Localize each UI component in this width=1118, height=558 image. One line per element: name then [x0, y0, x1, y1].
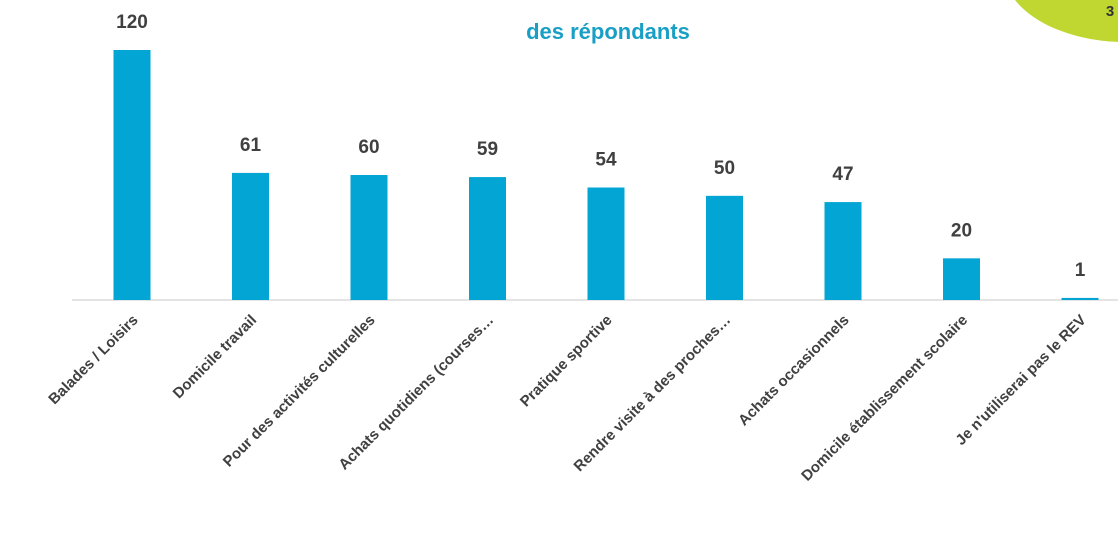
bar: [350, 175, 388, 300]
bar: [587, 187, 625, 300]
value-label: 61: [240, 135, 262, 156]
value-label: 54: [595, 150, 617, 171]
value-label: 120: [116, 12, 148, 33]
value-label: 60: [358, 137, 379, 158]
value-label: 47: [832, 164, 853, 185]
page-number: 3: [1106, 3, 1114, 20]
x-tick-label: Balades / Loisirs: [45, 312, 141, 408]
value-label: 20: [951, 220, 972, 241]
x-tick-label: Pratique sportive: [517, 312, 616, 411]
value-label: 50: [714, 158, 735, 179]
chart-title: des répondants: [526, 19, 690, 44]
bar: [824, 202, 862, 300]
x-tick-label: Achats occasionnels: [735, 312, 853, 430]
value-label: 59: [477, 139, 498, 160]
bar: [1061, 297, 1099, 300]
x-tick-label: Je n'utiliserai pas le REV: [952, 312, 1089, 449]
bar: [706, 195, 743, 300]
bar: [113, 50, 151, 300]
bar: [232, 172, 269, 300]
page-badge: [1015, 0, 1118, 42]
bar: [943, 258, 980, 300]
bar: [469, 177, 506, 300]
value-label: 1: [1075, 260, 1086, 281]
x-tick-label: Domicile travail: [170, 312, 260, 402]
